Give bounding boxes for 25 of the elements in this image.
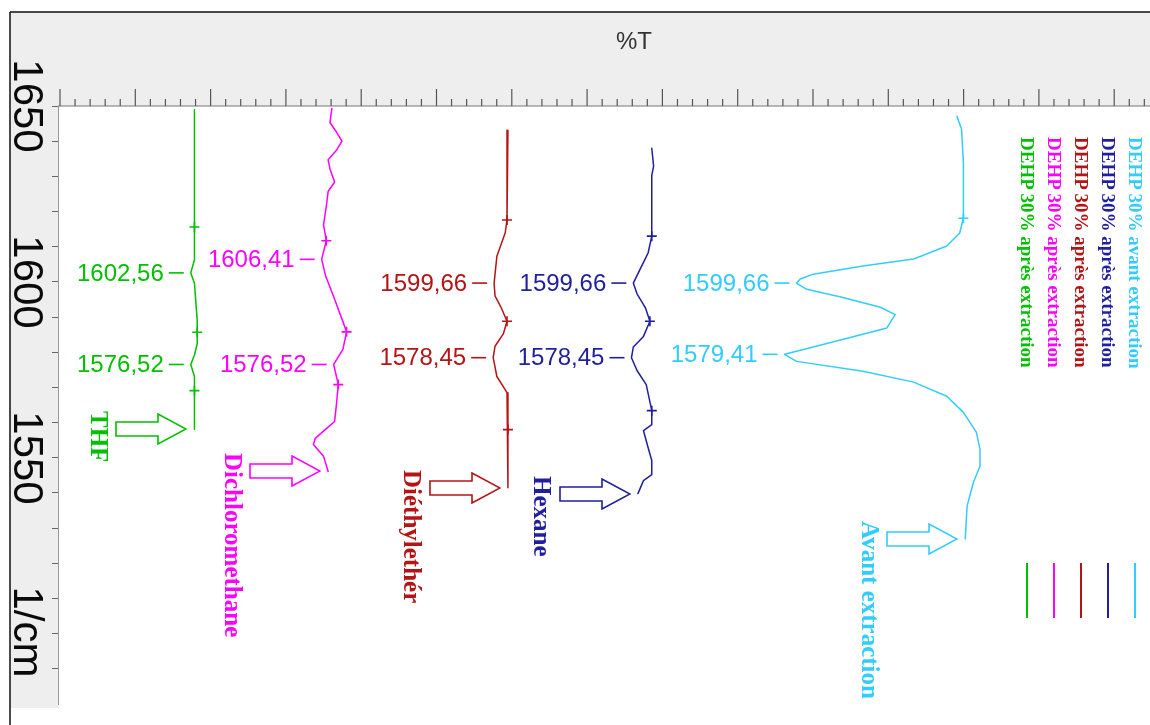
annotation: 1599,66 xyxy=(519,268,607,296)
annotation: Diéthylethér xyxy=(399,469,427,603)
y-tick-label: 1550 xyxy=(5,411,52,505)
annotation: Hexane xyxy=(529,475,557,557)
annotation: 1599,66 xyxy=(380,268,468,296)
annotation: 1578,45 xyxy=(517,343,605,371)
y-tick-label: 1650 xyxy=(5,59,52,153)
annotation: 1602,56 xyxy=(77,258,164,286)
annotation: 1576,52 xyxy=(219,350,307,378)
y-axis-title: 1/cm xyxy=(5,586,52,678)
annotation: Dichloromethane xyxy=(219,453,247,638)
annotation: 1599,66 xyxy=(682,268,770,296)
y-tick-label: 1600 xyxy=(5,235,52,329)
text: DEHP 30% après extraction xyxy=(1097,137,1119,368)
annotation: 1606,41 xyxy=(207,244,295,272)
annotation: Avant extraction xyxy=(856,521,884,699)
x-axis-title: %T xyxy=(616,26,653,54)
annotation: THF xyxy=(85,411,113,463)
annotation: 1578,45 xyxy=(379,343,467,371)
annotation: 1576,52 xyxy=(77,350,164,378)
text: DEHP 30% après extraction xyxy=(1016,137,1038,368)
text: DEHP 30% avant extraction xyxy=(1124,137,1146,369)
annotation: 1579,41 xyxy=(670,339,758,367)
text: DEHP 30% après extraction xyxy=(1070,137,1092,368)
text: DEHP 30% après extraction xyxy=(1043,137,1065,368)
